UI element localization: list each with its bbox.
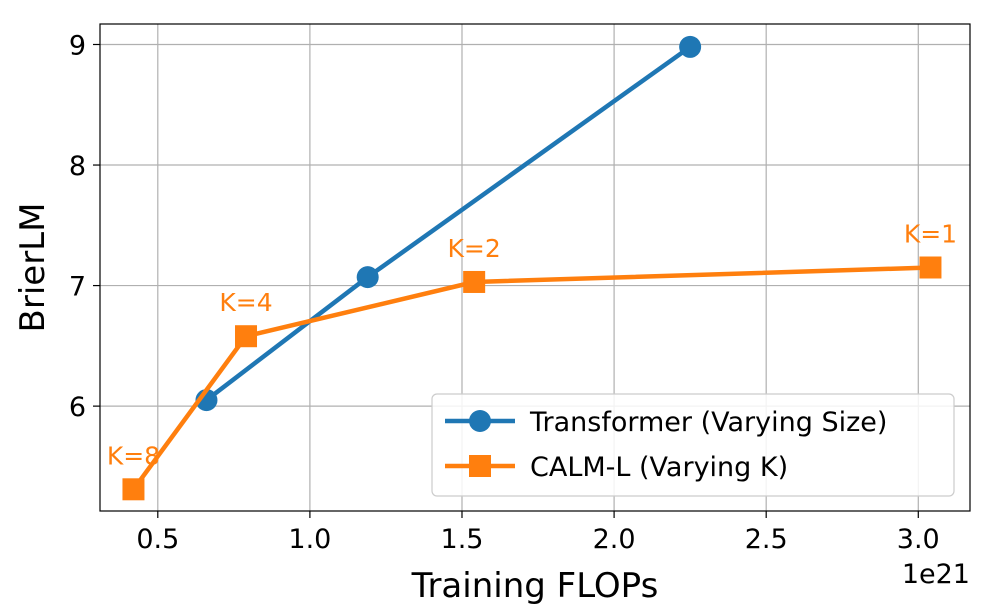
point-label-0: K=8 (107, 441, 160, 470)
x-ticks: 0.5 1.0 1.5 2.0 2.5 3.0 (136, 511, 940, 555)
series-0-point-1 (356, 266, 379, 289)
y-ticks: 6 7 8 9 (69, 30, 100, 423)
x-tick-label-2: 1.5 (441, 524, 484, 555)
x-tick-label-3: 2.0 (593, 524, 636, 555)
legend: Transformer (Varying Size) CALM-L (Varyin… (431, 393, 955, 497)
point-label-3: K=1 (904, 220, 957, 249)
series-line-0 (204, 44, 693, 403)
point-label-1: K=4 (219, 288, 272, 317)
series-1-point-3 (919, 256, 942, 279)
x-axis-offset-label: 1e21 (902, 559, 970, 590)
point-annotations: K=8 K=4 K=2 K=1 (107, 220, 957, 471)
y-tick-label-2: 8 (69, 151, 86, 182)
point-label-2: K=2 (448, 234, 501, 263)
series-1-point-2 (463, 270, 486, 293)
series-layer (122, 35, 942, 501)
legend-box (431, 393, 955, 497)
y-tick-label-0: 6 (69, 392, 86, 423)
x-tick-label-5: 3.0 (897, 524, 940, 555)
legend-label-0: Transformer (Varying Size) (529, 407, 887, 438)
legend-marker-0 (469, 410, 491, 432)
x-tick-label-4: 2.5 (745, 524, 788, 555)
x-tick-label-1: 1.0 (288, 524, 331, 555)
y-axis-label: BrierLM (13, 203, 53, 333)
legend-marker-1 (469, 455, 491, 477)
series-1 (122, 256, 942, 501)
x-axis-label: Training FLOPs (411, 566, 659, 606)
series-line-1 (131, 265, 933, 492)
series-1-point-1 (235, 325, 258, 348)
y-tick-label-1: 7 (69, 272, 86, 303)
legend-label-1: CALM-L (Varying K) (530, 452, 788, 483)
series-0-point-2 (679, 35, 702, 58)
x-tick-label-0: 0.5 (136, 524, 179, 555)
plot-frame (99, 23, 971, 512)
series-1-point-0 (122, 478, 145, 501)
series-0 (195, 35, 702, 412)
y-tick-label-3: 9 (69, 30, 86, 61)
